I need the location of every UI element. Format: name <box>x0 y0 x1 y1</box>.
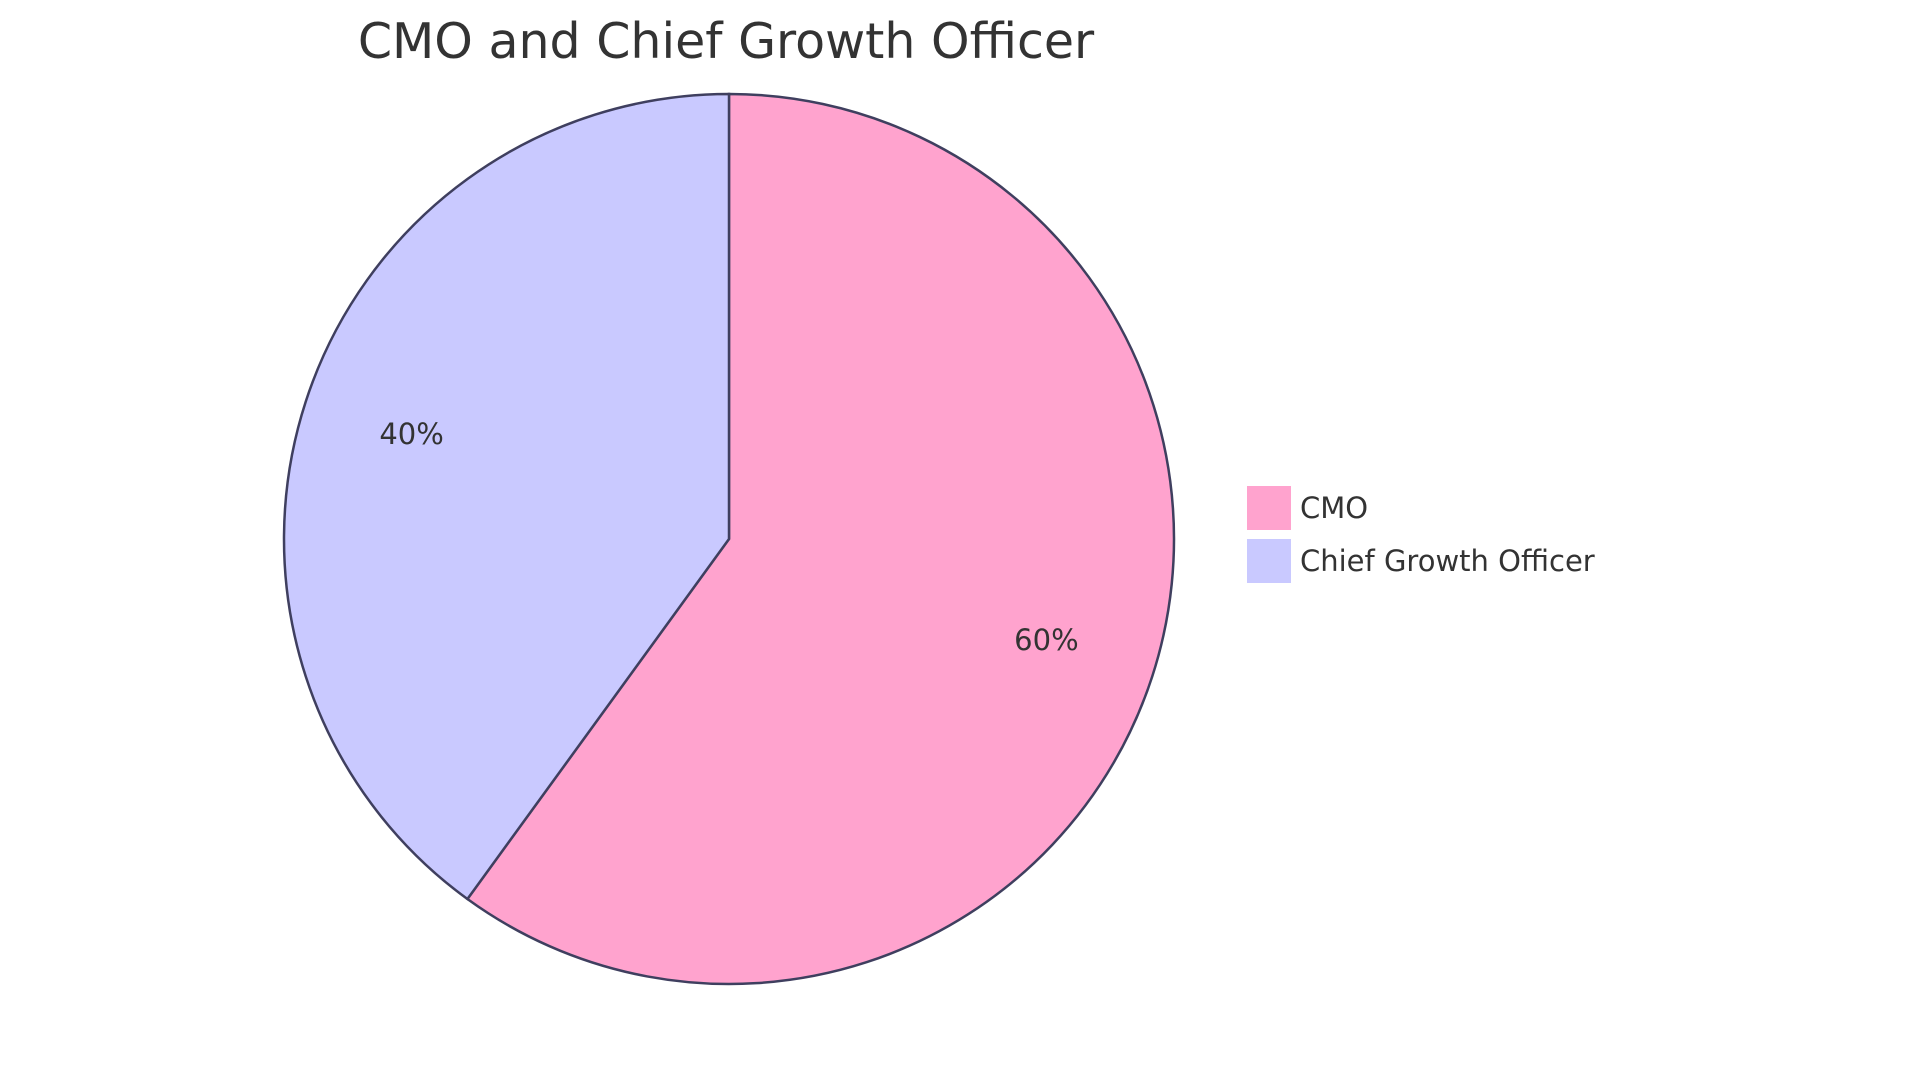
legend: CMO Chief Growth Officer <box>1247 486 1595 583</box>
legend-swatch <box>1247 539 1291 583</box>
pie-slices <box>282 92 1176 986</box>
legend-label: Chief Growth Officer <box>1300 544 1595 578</box>
slice-label: 60% <box>1014 623 1078 657</box>
pie-slice-cmo <box>465 92 1176 986</box>
pie-slice-chief-growth-officer <box>282 92 731 901</box>
legend-label: CMO <box>1300 491 1368 525</box>
chart-title: CMO and Chief Growth Officer <box>358 13 1095 70</box>
legend-swatch <box>1247 486 1291 530</box>
slice-labels: 60% 40% <box>379 417 1078 657</box>
slice-label: 40% <box>379 417 443 451</box>
